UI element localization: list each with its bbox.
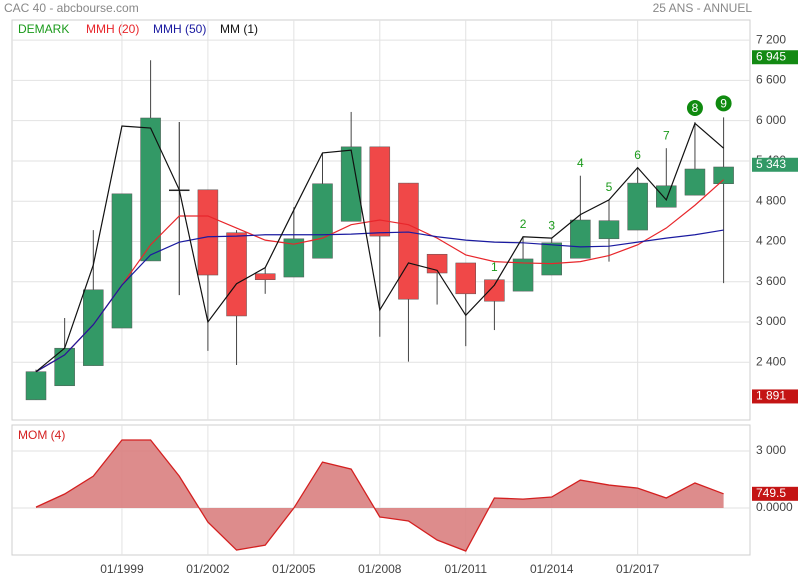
y-tick-label: 6 600 bbox=[756, 73, 786, 87]
value-box-label: 6 945 bbox=[756, 49, 786, 63]
candle-body bbox=[656, 185, 677, 208]
panel-title: MOM (4) bbox=[18, 428, 65, 442]
moving-average-line bbox=[35, 229, 724, 373]
legend-item: MMH (50) bbox=[153, 22, 206, 36]
candle-body bbox=[598, 220, 620, 240]
value-box bbox=[752, 50, 798, 65]
candle-body bbox=[111, 193, 133, 329]
chart-title: CAC 40 - abcbourse.com bbox=[4, 1, 139, 15]
candle-body bbox=[455, 262, 476, 295]
demark-circle bbox=[686, 100, 703, 117]
demark-count: 5 bbox=[606, 180, 613, 194]
value-box bbox=[752, 389, 798, 404]
x-tick-label: 01/2014 bbox=[530, 562, 574, 576]
candle-body bbox=[570, 219, 591, 259]
y-tick-label: 4 800 bbox=[756, 193, 786, 207]
chart-subtitle: 25 ANS - ANNUEL bbox=[653, 1, 753, 15]
y-tick-label: 2 400 bbox=[756, 354, 786, 368]
moving-average-line bbox=[35, 122, 724, 373]
x-tick-label: 01/2008 bbox=[358, 562, 402, 576]
value-box-label: 749.5 bbox=[756, 486, 786, 500]
candle-body bbox=[83, 289, 104, 366]
demark-count: 9 bbox=[720, 96, 727, 110]
legend-item: MMH (20) bbox=[86, 22, 139, 36]
candle-body bbox=[541, 242, 562, 276]
demark-count: 7 bbox=[663, 128, 670, 142]
value-box-label: 1 891 bbox=[756, 389, 786, 403]
value-box bbox=[752, 157, 798, 172]
demark-count: 3 bbox=[548, 218, 555, 232]
demark-circle bbox=[715, 95, 732, 112]
y-tick-label: 3 600 bbox=[756, 274, 786, 288]
candle-body bbox=[340, 146, 362, 222]
x-tick-label: 01/2005 bbox=[272, 562, 316, 576]
x-tick-label: 01/2011 bbox=[445, 562, 488, 576]
candle-body bbox=[197, 189, 219, 276]
y-tick-label: 3 000 bbox=[756, 443, 786, 457]
candle-body bbox=[312, 183, 333, 259]
moving-average-line bbox=[35, 179, 724, 373]
momentum-area bbox=[36, 440, 724, 552]
y-tick-label: 7 200 bbox=[756, 32, 786, 46]
y-tick-label: 0.0000 bbox=[756, 500, 793, 514]
candle-body bbox=[684, 168, 706, 196]
legend-item: DEMARK bbox=[18, 22, 69, 36]
candle-body bbox=[25, 371, 47, 401]
mom-frame bbox=[11, 424, 751, 556]
candle-body bbox=[512, 258, 534, 292]
legend-item: MM (1) bbox=[220, 22, 258, 36]
candle-body bbox=[140, 117, 161, 262]
x-tick-label: 01/2017 bbox=[616, 562, 660, 576]
y-tick-label: 6 000 bbox=[756, 113, 786, 127]
demark-count: 1 bbox=[491, 260, 498, 274]
candle-body bbox=[254, 273, 276, 280]
y-tick-label: 4 200 bbox=[756, 234, 786, 248]
candle-body bbox=[484, 279, 505, 302]
demark-count: 6 bbox=[634, 148, 641, 162]
demark-count: 8 bbox=[692, 101, 699, 115]
x-tick-label: 01/2002 bbox=[186, 562, 230, 576]
candle-body bbox=[226, 232, 247, 317]
value-box-label: 5 343 bbox=[756, 157, 786, 171]
x-tick-label: 01/1999 bbox=[100, 562, 144, 576]
value-box bbox=[752, 486, 798, 501]
momentum-line bbox=[35, 439, 724, 552]
candle-body bbox=[627, 182, 648, 231]
candle-body bbox=[283, 238, 305, 278]
candle-body bbox=[713, 166, 734, 185]
main-frame bbox=[11, 19, 751, 421]
y-tick-label: 3 000 bbox=[756, 314, 786, 328]
demark-count: 2 bbox=[520, 217, 527, 231]
demark-count: 4 bbox=[577, 156, 584, 170]
candle-body bbox=[398, 182, 419, 300]
candle-body bbox=[369, 146, 391, 237]
candle-body bbox=[426, 253, 448, 274]
